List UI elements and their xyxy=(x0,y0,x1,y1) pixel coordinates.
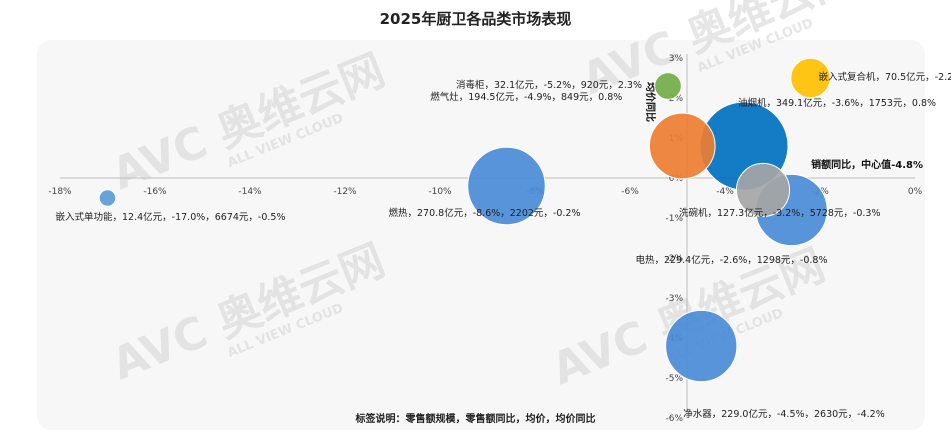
bubble-point xyxy=(654,72,682,100)
bubble-point xyxy=(790,57,831,99)
x-tick-label: -16% xyxy=(143,187,167,197)
bubble-label: 嵌入式复合机，70.5亿元，-2.2%，6300元，2.5% xyxy=(819,71,951,83)
bubble-label: 燃热，270.8亿元，-8.6%，2202元，-0.2% xyxy=(389,207,581,219)
y-tick-label: -3% xyxy=(665,294,683,304)
x-tick-label: -12% xyxy=(333,187,357,197)
x-tick-label: -6% xyxy=(621,187,639,197)
x-axis-title: 销额同比，中心值-4.8% xyxy=(811,158,923,171)
svg-text:AVC 奥维云网: AVC 奥维云网 xyxy=(105,235,392,390)
bubble-point xyxy=(648,112,716,180)
y-axis-title: 均价同比 xyxy=(644,82,657,122)
y-tick-label: -2% xyxy=(665,254,683,264)
bubble-label: 嵌入式单功能，12.4亿元，-17.0%，6674元，-0.5% xyxy=(56,211,286,223)
bubble-label: 洗碗机，127.3亿元，-3.2%，5728元，-0.3% xyxy=(679,207,881,219)
y-tick-label: -6% xyxy=(665,414,683,424)
y-tick-label: 0% xyxy=(669,174,684,184)
x-tick-label: -14% xyxy=(238,187,262,197)
bubble-label: 燃气灶，194.5亿元，-4.9%，849元，0.8% xyxy=(430,91,622,103)
y-tick-label: 3% xyxy=(669,54,684,64)
bubble-label: 油烟机，349.1亿元，-3.6%，1753元，0.8% xyxy=(738,97,936,109)
x-tick-label: -4% xyxy=(716,187,734,197)
legend-note: 标签说明：零售额规模，零售额同比，均价，均价同比 xyxy=(355,414,596,425)
y-tick-label: -1% xyxy=(665,214,683,224)
y-tick-label: -5% xyxy=(665,374,683,384)
x-tick-label: -18% xyxy=(48,187,72,197)
bubble-label: 电热，229.4亿元，-2.6%，1298元，-0.8% xyxy=(636,254,828,266)
bubble-point xyxy=(735,162,791,218)
bubble-point xyxy=(98,189,117,207)
svg-text:AVC 奥维云网: AVC 奥维云网 xyxy=(105,45,392,200)
bubble-point xyxy=(665,309,738,383)
x-tick-label: 0% xyxy=(908,187,923,197)
bubble-point xyxy=(467,146,546,226)
y-tick-label: 2% xyxy=(669,94,684,104)
bubble-label: 净水器，229.0亿元，-4.5%，2630元，-4.2% xyxy=(683,408,885,420)
x-tick-label: -10% xyxy=(428,187,452,197)
chart-title: 2025年厨卫各品类市场表现 xyxy=(379,10,572,28)
bubble-label: 消毒柜，32.1亿元，-5.2%，920元，2.3% xyxy=(456,79,642,91)
